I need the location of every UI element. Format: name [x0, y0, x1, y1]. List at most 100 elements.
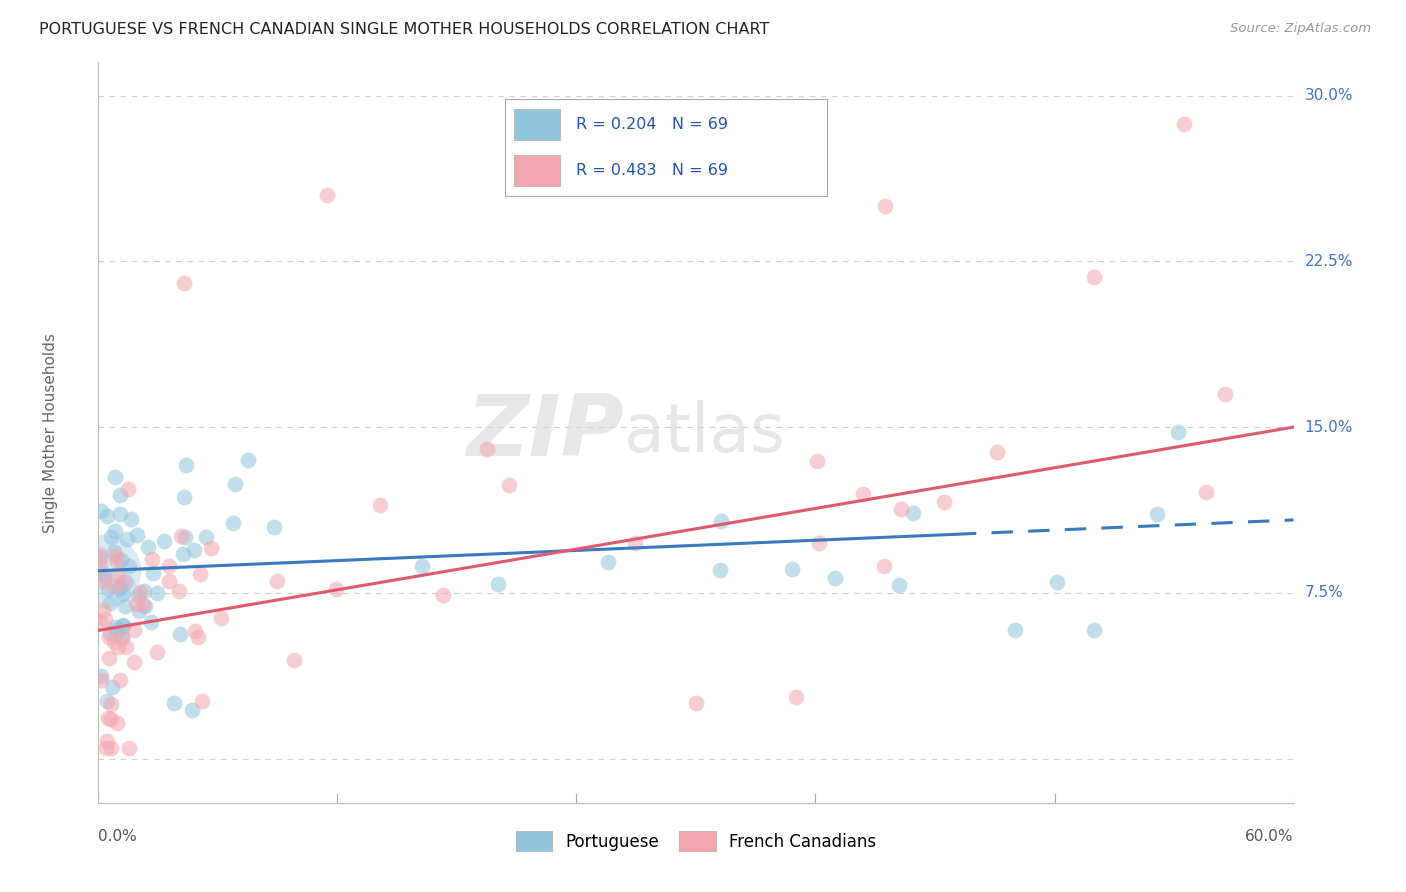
Point	[901, 506, 924, 520]
Point	[136, 540, 159, 554]
Point	[124, 655, 146, 669]
Point	[108, 582, 131, 596]
Point	[224, 476, 246, 491]
Point	[266, 574, 288, 589]
Point	[209, 611, 232, 625]
Point	[129, 584, 152, 599]
Point	[97, 711, 120, 725]
Point	[169, 528, 191, 542]
Point	[96, 694, 118, 708]
Point	[100, 740, 122, 755]
Point	[96, 740, 118, 755]
Point	[107, 640, 129, 654]
Point	[139, 615, 162, 630]
Point	[90, 504, 112, 518]
Point	[283, 652, 305, 666]
Point	[122, 624, 145, 638]
Point	[152, 533, 174, 548]
Point	[96, 509, 118, 524]
Point	[110, 580, 132, 594]
Point	[101, 680, 124, 694]
Point	[90, 669, 112, 683]
Point	[93, 574, 115, 588]
Point	[115, 574, 138, 589]
Point	[134, 599, 156, 613]
Point	[111, 587, 134, 601]
Point	[105, 715, 128, 730]
Point	[108, 673, 131, 688]
Point	[111, 631, 134, 645]
Text: Single Mother Households: Single Mother Households	[44, 333, 58, 533]
Point	[200, 541, 222, 555]
Point	[486, 576, 509, 591]
Point	[104, 627, 127, 641]
Point	[1046, 575, 1069, 590]
Point	[780, 562, 803, 576]
Legend: Portuguese, French Canadians: Portuguese, French Canadians	[509, 825, 883, 857]
Point	[125, 597, 148, 611]
Point	[105, 566, 128, 581]
Point	[624, 535, 647, 549]
Point	[89, 551, 111, 566]
Point	[89, 548, 111, 562]
Text: 0.0%: 0.0%	[98, 830, 138, 845]
Point	[411, 558, 433, 573]
Text: ZIP: ZIP	[467, 391, 624, 475]
Point	[108, 488, 131, 502]
Point	[104, 620, 127, 634]
Point	[1195, 484, 1218, 499]
Point	[107, 622, 129, 636]
Point	[112, 617, 135, 632]
Point	[1167, 425, 1189, 440]
Point	[108, 507, 131, 521]
Text: 7.5%: 7.5%	[1305, 585, 1343, 600]
Point	[118, 559, 141, 574]
Point	[370, 498, 392, 512]
Point	[98, 651, 121, 665]
Point	[96, 733, 118, 747]
Point	[222, 516, 245, 530]
Point	[98, 596, 121, 610]
Point	[709, 563, 731, 577]
Point	[188, 566, 211, 581]
Point	[183, 624, 205, 639]
Point	[432, 588, 454, 602]
Point	[132, 598, 155, 612]
Point	[173, 277, 195, 291]
Point	[806, 454, 828, 468]
Point	[1213, 387, 1236, 401]
Point	[141, 552, 163, 566]
Point	[167, 584, 190, 599]
Point	[103, 579, 125, 593]
Point	[125, 528, 148, 542]
Point	[174, 458, 197, 472]
Point	[263, 519, 285, 533]
Text: PORTUGUESE VS FRENCH CANADIAN SINGLE MOTHER HOUSEHOLDS CORRELATION CHART: PORTUGUESE VS FRENCH CANADIAN SINGLE MOT…	[39, 22, 769, 37]
Point	[111, 575, 134, 590]
Point	[163, 697, 186, 711]
Point	[169, 627, 191, 641]
Point	[111, 630, 134, 644]
Point	[98, 630, 121, 644]
Point	[93, 564, 115, 578]
Point	[146, 586, 169, 600]
Point	[103, 634, 125, 648]
Point	[90, 673, 112, 687]
Point	[132, 584, 155, 599]
Point	[785, 690, 807, 704]
Point	[932, 495, 955, 509]
Point	[100, 697, 122, 711]
Point	[986, 444, 1008, 458]
Text: atlas: atlas	[624, 400, 785, 466]
Point	[808, 536, 831, 550]
Point	[852, 487, 875, 501]
Point	[146, 645, 169, 659]
Point	[173, 491, 195, 505]
Point	[89, 615, 111, 630]
Point	[115, 532, 138, 546]
Point	[100, 530, 122, 544]
Text: Source: ZipAtlas.com: Source: ZipAtlas.com	[1230, 22, 1371, 36]
Point	[117, 482, 139, 496]
Point	[194, 530, 217, 544]
Text: 15.0%: 15.0%	[1305, 419, 1353, 434]
